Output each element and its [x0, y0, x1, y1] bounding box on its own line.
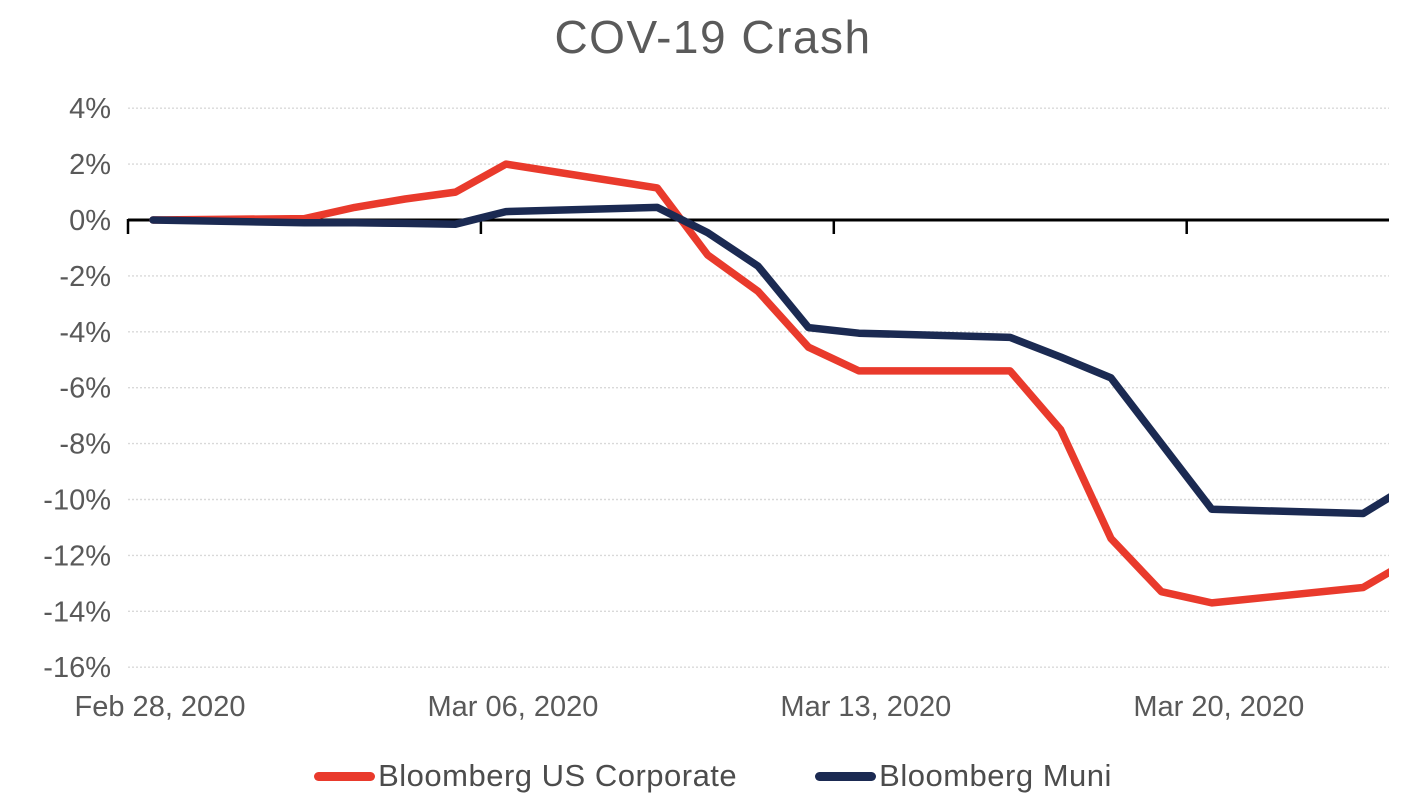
y-tick-label: 0% [69, 205, 111, 237]
legend-item-muni: Bloomberg Muni [815, 758, 1112, 794]
series-line-muni [149, 203, 1389, 518]
y-tick-label: -12% [43, 540, 111, 572]
y-tick-label: -2% [59, 261, 111, 293]
x-tick-label: Mar 13, 2020 [780, 691, 951, 723]
y-tick-label: 2% [69, 149, 111, 181]
x-tick-label: Mar 20, 2020 [1133, 691, 1304, 723]
legend-label-us-corporate: Bloomberg US Corporate [378, 758, 738, 793]
legend-label-muni: Bloomberg Muni [879, 758, 1112, 793]
legend-line-swatch-muni [815, 771, 877, 781]
y-tick-label: -4% [59, 317, 111, 349]
legend: Bloomberg US Corporate Bloomberg Muni [0, 758, 1426, 794]
y-tick-label: -10% [43, 485, 111, 517]
y-tick-label: -16% [43, 652, 111, 684]
y-tick-label: 4% [69, 93, 111, 125]
y-tick-label: -8% [59, 429, 111, 461]
series-line-us-corporate [149, 160, 1389, 607]
legend-line-swatch-us-corporate [314, 771, 376, 781]
x-tick-label: Mar 06, 2020 [427, 691, 598, 723]
y-tick-label: -6% [59, 373, 111, 405]
chart-title: COV-19 Crash [554, 11, 872, 63]
y-tick-label: -14% [43, 596, 111, 628]
legend-item-us-corporate: Bloomberg US Corporate [314, 758, 737, 794]
x-tick-label: Feb 28, 2020 [75, 691, 246, 723]
